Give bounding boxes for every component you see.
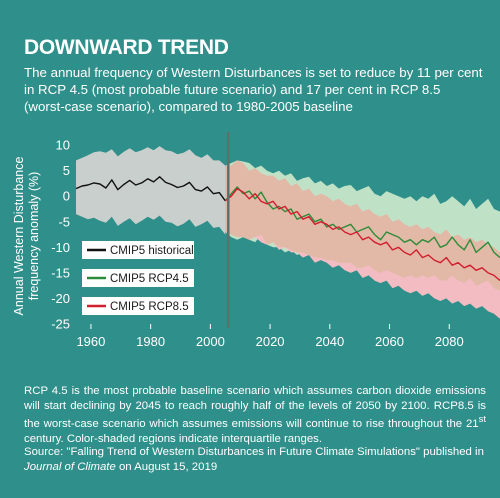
caption-text: RCP 4.5 is the most probable baseline sc… (24, 385, 486, 430)
y-tick-label: -5 (58, 214, 70, 229)
chart-lines (75, 176, 500, 282)
x-tick-label: 2060 (375, 334, 404, 349)
chart-caption: RCP 4.5 is the most probable baseline sc… (24, 384, 486, 446)
rcp45-line (224, 186, 500, 259)
page-subtitle: The annual frequency of Western Disturba… (24, 65, 483, 114)
y-tick-label: -15 (51, 265, 70, 280)
source-text: Source: "Falling Trend of Western Distur… (24, 446, 484, 458)
chart-ticks: 10 5 0 -5 -10 -15 -20 -25 1960 1980 2000 2020 2040 20… (51, 138, 463, 349)
legend-label: CMIP5 RCP8.5 (110, 301, 189, 313)
caption-superscript: st (478, 414, 486, 426)
y-axis-label: Annual Western Disturbancefrequency anom… (12, 157, 41, 316)
legend-item-bg (82, 241, 194, 259)
page-title: DOWNWARD TREND (24, 36, 229, 59)
x-tick-label: 1960 (76, 334, 105, 349)
legend-item-bg (82, 297, 194, 315)
chart-bands (76, 146, 500, 319)
legend-item-bg (82, 269, 194, 287)
x-tick-label: 2000 (196, 334, 225, 349)
legend-label: CMIP5 RCP4.5 (110, 273, 189, 285)
y-tick-label: -25 (51, 317, 70, 332)
rcp85-line (224, 187, 500, 282)
caption-text-end: century. Color-shaded regions indicate i… (24, 432, 323, 445)
historical-iqr-band (76, 146, 226, 235)
x-tick-label: 2080 (435, 334, 464, 349)
historical-line (75, 176, 226, 202)
x-tick-label: 2040 (315, 334, 344, 349)
y-tick-label: 0 (63, 189, 70, 204)
x-tick-label: 2020 (256, 334, 285, 349)
y-tick-label: 10 (56, 138, 70, 153)
chart: 10 5 0 -5 -10 -15 -20 -25 1960 1980 2000 2020 2040 20… (12, 132, 500, 349)
source-journal: Journal of Climate (24, 460, 116, 473)
source-date: on August 15, 2019 (115, 460, 218, 473)
legend-label: CMIP5 historical (110, 245, 194, 257)
chart-legend: CMIP5 historical CMIP5 RCP4.5 CMIP5 RCP8.5 (82, 241, 194, 315)
y-tick-label: -20 (51, 291, 70, 306)
y-tick-label: 5 (63, 163, 70, 178)
x-tick-label: 1980 (136, 334, 165, 349)
source-note: Source: "Falling Trend of Western Distur… (24, 445, 486, 474)
y-tick-label: -10 (51, 240, 70, 255)
